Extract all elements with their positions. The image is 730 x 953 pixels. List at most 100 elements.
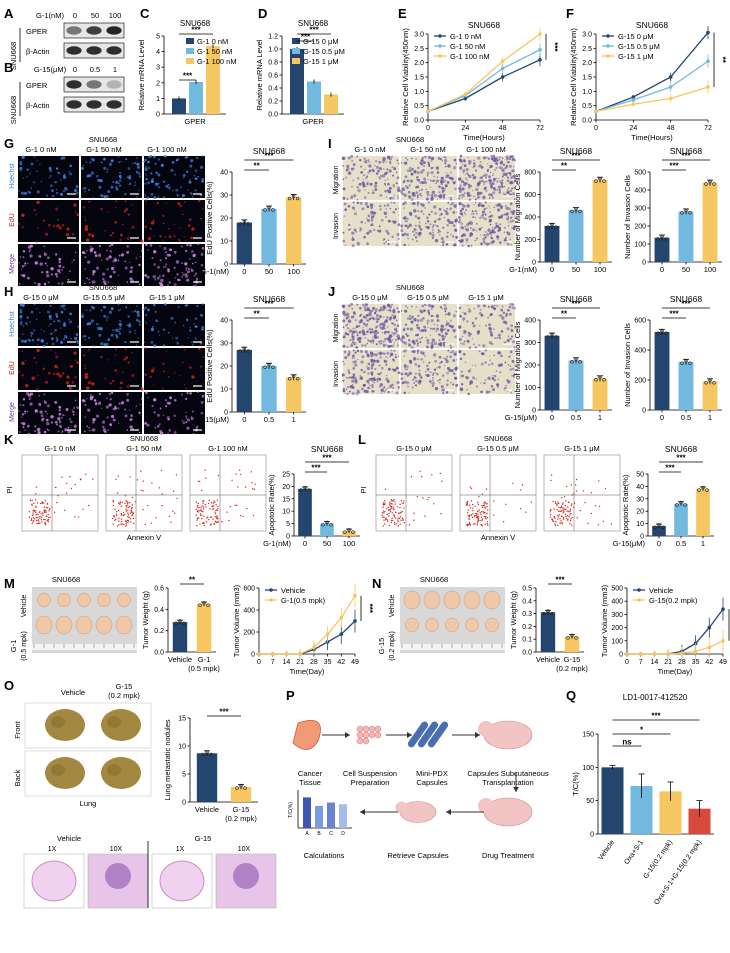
panel-j-transwell-image-cell bbox=[364, 350, 368, 354]
panel-k-event bbox=[123, 523, 125, 526]
chart-m-weight-x-label: Vehicle bbox=[168, 655, 192, 664]
chart-j-migration-x-caption: G-15(μM) bbox=[505, 413, 538, 422]
chart-m-weight-y-tick-label: 0.4 bbox=[154, 607, 164, 614]
panel-j-transwell-image-cell bbox=[405, 333, 408, 335]
panel-k-event bbox=[215, 517, 218, 519]
panel-j-transwell-image-cell bbox=[415, 379, 418, 383]
chart-c-x-label: GPER bbox=[184, 117, 206, 126]
panel-h-micrograph-cell bbox=[58, 374, 62, 378]
panel-h-micrograph-cell bbox=[54, 328, 57, 332]
panel-g-micrograph-cell bbox=[26, 168, 29, 171]
panel-k-event bbox=[82, 508, 84, 511]
chart-i-migration-y-tick-label: 400 bbox=[524, 215, 536, 222]
panel-k-event bbox=[197, 518, 199, 520]
panel-g-micrograph-cell bbox=[98, 254, 102, 258]
panel-i-transwell-image-cell bbox=[480, 176, 484, 180]
panel-j-transwell-image-cell bbox=[350, 315, 354, 319]
chart-d-title: SNU668 bbox=[298, 19, 329, 28]
panel-k-event bbox=[229, 505, 232, 508]
panel-g-micrograph-cell bbox=[19, 167, 21, 170]
panel-i-transwell-image-cell bbox=[480, 191, 483, 195]
panel-i-transwell-image-cell bbox=[498, 166, 501, 169]
panel-j-transwell-image-cell bbox=[365, 317, 368, 319]
panel-k-event bbox=[252, 514, 255, 517]
panel-h-micrograph-cell bbox=[107, 338, 111, 341]
panel-i-transwell-image-cell bbox=[498, 203, 501, 207]
panel-j-transwell-image-cell bbox=[492, 388, 496, 392]
blot-a-actin-band bbox=[86, 46, 102, 55]
panel-k-event bbox=[216, 509, 218, 511]
chart-n-weight-y-tick-label: 0.0 bbox=[522, 650, 532, 657]
panel-g-micrograph-cell bbox=[115, 187, 119, 191]
panel-p-arrowhead bbox=[513, 787, 519, 792]
panel-j-transwell-image-cell bbox=[422, 361, 425, 363]
panel-h-micrograph-cell bbox=[90, 305, 93, 308]
panel-p-cell-icon bbox=[368, 731, 376, 739]
panel-h-micrograph-cell bbox=[76, 361, 80, 365]
panel-o-group-vehicle: Vehicle bbox=[61, 688, 85, 697]
panel-j-transwell-image-cell bbox=[379, 377, 381, 380]
chart-f-x-tick-label: 24 bbox=[629, 125, 637, 132]
panel-j-transwell-image-cell bbox=[511, 359, 515, 363]
chart-f-legend-label: G-15 1 μM bbox=[618, 52, 654, 61]
panel-h-micrograph-cell bbox=[74, 376, 77, 379]
panel-l-event bbox=[561, 509, 563, 512]
panel-i-transwell-image-cell bbox=[499, 223, 502, 226]
chart-e-point bbox=[426, 109, 430, 114]
panel-i-transwell-image-cell bbox=[498, 156, 502, 159]
panel-g-micrograph-cell bbox=[126, 237, 130, 241]
chart-j-migration-title: SNU668 bbox=[560, 294, 592, 304]
panel-j-transwell-image-cell bbox=[436, 367, 438, 369]
panel-g-micrograph-cell bbox=[144, 182, 147, 185]
panel-i-transwell-image-cell bbox=[388, 157, 393, 161]
panel-i-transwell-image-cell bbox=[427, 163, 431, 166]
panel-h-micrograph-cell bbox=[36, 348, 40, 353]
panel-h-micrograph-cell bbox=[58, 424, 62, 428]
panel-j-transwell-image-cell bbox=[369, 351, 372, 353]
panel-i-transwell-image-cell bbox=[420, 194, 423, 197]
panel-i-transwell-image-cell bbox=[393, 186, 395, 189]
panel-g-micrograph-cell bbox=[185, 249, 188, 252]
panel-g-micrograph-cell bbox=[149, 243, 153, 247]
panel-h-micrograph-cell bbox=[84, 339, 86, 341]
panel-i-transwell-image-cell bbox=[372, 189, 374, 191]
panel-i-transwell-image-cell bbox=[351, 159, 354, 162]
panel-g-micrograph-cell bbox=[103, 166, 107, 170]
panel-j-transwell-image-cell bbox=[347, 369, 351, 372]
panel-i-transwell-image-cell bbox=[466, 172, 469, 175]
panel-j-transwell-image-cell bbox=[366, 342, 369, 345]
chart-l-dot bbox=[683, 503, 687, 507]
panel-h-micrograph-cell bbox=[46, 404, 50, 408]
panel-h-micrograph-cell bbox=[19, 320, 23, 324]
panel-j-transwell-image-cell bbox=[493, 374, 497, 378]
panel-j-transwell-image-cell bbox=[454, 335, 457, 339]
panel-g-micrograph-cell bbox=[126, 245, 129, 248]
panel-g-micrograph-cell bbox=[106, 194, 109, 198]
panel-i-transwell-image-cell bbox=[395, 182, 398, 185]
panel-i-transwell-image-cell bbox=[413, 209, 417, 213]
panel-k-event bbox=[34, 499, 37, 501]
panel-j-transwell-image-cell bbox=[367, 386, 370, 390]
panel-i-transwell-image-cell bbox=[446, 172, 448, 174]
panel-k-event bbox=[117, 509, 120, 512]
chart-n-weight-y-tick-label: 0.5 bbox=[522, 586, 532, 593]
panel-i-transwell-image-cell bbox=[366, 217, 368, 220]
panel-g-micrograph-cell bbox=[170, 168, 174, 172]
panel-j-transwell-image-cell bbox=[356, 364, 358, 366]
panel-j-transwell-image-cell bbox=[366, 323, 369, 326]
panel-j-transwell-image-cell bbox=[396, 380, 400, 385]
panel-h-micrograph-cell bbox=[68, 320, 73, 324]
panel-h-micrograph-cell bbox=[168, 376, 170, 378]
panel-g-micrograph-cell bbox=[101, 259, 103, 261]
panel-h-micrograph-cell bbox=[124, 414, 128, 418]
panel-h-micrograph-cell bbox=[115, 335, 119, 339]
panel-h-micrograph-cell bbox=[76, 406, 79, 409]
panel-j-transwell-image-cell bbox=[493, 328, 495, 331]
panel-i-transwell-image-cell bbox=[370, 224, 373, 227]
panel-k-event bbox=[217, 508, 219, 510]
panel-g-micrograph-cell bbox=[117, 274, 120, 277]
panel-label-d: D bbox=[258, 6, 267, 21]
panel-j-transwell-image-cell bbox=[370, 373, 373, 376]
panel-o-lung bbox=[101, 709, 141, 741]
